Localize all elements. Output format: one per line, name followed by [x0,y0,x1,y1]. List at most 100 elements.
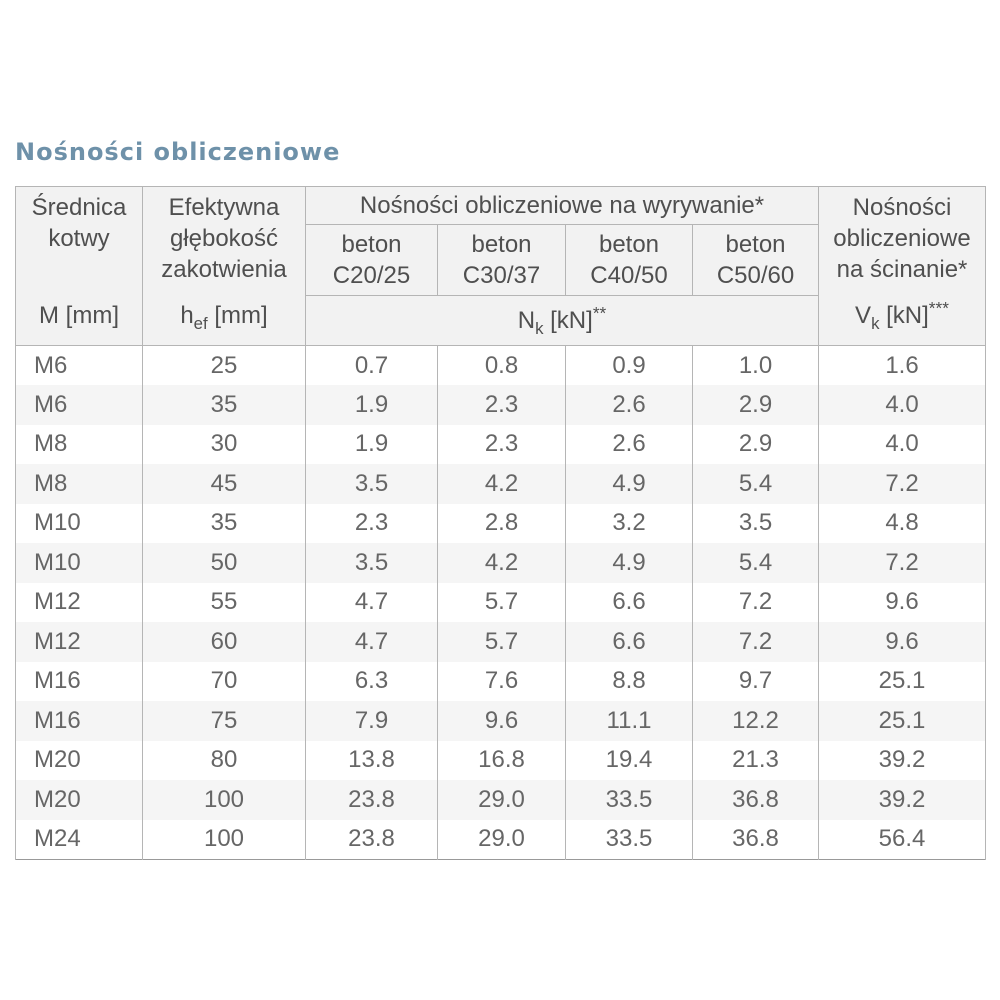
cell-pullout-capacity: 0.9 [565,345,693,385]
cell-embedment-depth: 70 [142,661,306,701]
cell-pullout-capacity: 4.9 [565,543,693,583]
page-title: Nośności obliczeniowe [15,138,341,166]
vk-unit-rest: [kN] [879,302,929,329]
cell-embedment-depth: 50 [142,543,306,583]
cell-pullout-capacity: 23.8 [305,780,438,820]
concrete-class-label: beton C20/25 [332,231,411,289]
cell-pullout-capacity: 6.3 [305,661,438,701]
anchor-diameter-unit: M [mm] [39,302,119,329]
col-header-concrete-c30-37: beton C30/37 [437,224,566,296]
cell-anchor-size: M10 [15,543,143,583]
cell-shear-capacity: 39.2 [818,740,987,780]
col-header-nk-unit: Nk [kN]** [304,295,820,346]
cell-pullout-capacity: 2.3 [437,385,566,425]
table-row: M12 60 4.7 5.7 6.6 7.2 9.6 [15,622,987,662]
cell-anchor-size: M12 [15,582,143,622]
table-row: M16 75 7.9 9.6 11.1 12.2 25.1 [15,701,987,741]
cell-embedment-depth: 75 [142,701,306,741]
table-row: M8 45 3.5 4.2 4.9 5.4 7.2 [15,464,987,504]
cell-pullout-capacity: 2.3 [305,503,438,543]
cell-shear-capacity: 9.6 [818,582,987,622]
vk-subscript: k [871,313,880,333]
cell-embedment-depth: 30 [142,424,306,464]
cell-pullout-capacity: 29.0 [437,780,566,820]
concrete-class-label: beton C50/60 [716,231,795,289]
cell-shear-capacity: 56.4 [818,819,987,859]
table-row: M10 50 3.5 4.2 4.9 5.4 7.2 [15,543,987,583]
col-header-pullout-capacity: Nośności obliczeniowe na wyrywanie* [304,186,820,225]
cell-pullout-capacity: 7.2 [691,622,820,662]
header-row-2: beton C20/25 beton C30/37 beton C40/50 b… [16,224,986,296]
table-row: M20 100 23.8 29.0 33.5 36.8 39.2 [15,780,987,820]
nk-symbol: N [517,307,536,334]
concrete-class-label: beton C40/50 [590,231,668,289]
cell-anchor-size: M20 [15,740,143,780]
vk-footnote-stars: *** [928,298,949,318]
cell-embedment-depth: 100 [142,780,306,820]
vk-symbol: V [855,302,872,329]
cell-shear-capacity: 25.1 [818,661,987,701]
cell-pullout-capacity: 7.9 [305,701,438,741]
cell-embedment-depth: 100 [142,819,306,859]
anchor-diameter-label: Średnica kotwy [31,194,127,252]
cell-pullout-capacity: 23.8 [305,819,438,859]
cell-pullout-capacity: 1.0 [691,345,820,385]
cell-pullout-capacity: 19.4 [565,740,693,780]
shear-capacity-cell-content: Nośności obliczeniowe na ścinanie* Vk [k… [820,188,984,341]
cell-shear-capacity: 4.8 [818,503,987,543]
cell-embedment-depth: 60 [142,622,306,662]
cell-pullout-capacity: 6.6 [565,582,693,622]
table-row: M10 35 2.3 2.8 3.2 3.5 4.8 [15,503,987,543]
cell-pullout-capacity: 2.9 [691,424,820,464]
cell-pullout-capacity: 4.2 [437,464,566,504]
cell-anchor-size: M6 [15,385,143,425]
cell-shear-capacity: 25.1 [818,701,987,741]
cell-shear-capacity: 1.6 [818,345,987,385]
cell-pullout-capacity: 4.7 [305,582,438,622]
cell-anchor-size: M16 [15,701,143,741]
cell-pullout-capacity: 3.5 [305,543,438,583]
nk-footnote-stars: ** [592,303,607,323]
cell-pullout-capacity: 4.9 [565,464,693,504]
table-row: M12 55 4.7 5.7 6.6 7.2 9.6 [15,582,987,622]
shear-capacity-label: Nośności obliczeniowe na ścinanie* [833,194,971,283]
cell-pullout-capacity: 8.8 [565,661,693,701]
cell-pullout-capacity: 2.8 [437,503,566,543]
cell-pullout-capacity: 5.4 [691,464,820,504]
col-header-concrete-c50-60: beton C50/60 [691,224,820,296]
cell-pullout-capacity: 13.8 [305,740,438,780]
cell-pullout-capacity: 7.6 [437,661,566,701]
cell-embedment-depth: 35 [142,385,306,425]
cell-embedment-depth: 45 [142,464,306,504]
cell-pullout-capacity: 2.6 [565,385,693,425]
cell-pullout-capacity: 1.9 [305,385,438,425]
cell-pullout-capacity: 2.9 [691,385,820,425]
table-row: M24 100 23.8 29.0 33.5 36.8 56.4 [15,819,987,859]
cell-pullout-capacity: 2.3 [437,424,566,464]
table-row: M16 70 6.3 7.6 8.8 9.7 25.1 [15,661,987,701]
table-body: M6 25 0.7 0.8 0.9 1.0 1.6 M6 35 1.9 2.3 2.6 2.9 4.0 M8… [15,345,987,859]
cell-anchor-size: M12 [15,622,143,662]
col-header-concrete-c20-25: beton C20/25 [305,224,438,296]
embedment-depth-unit: hef [mm] [180,300,267,333]
table-row: M6 35 1.9 2.3 2.6 2.9 4.0 [15,385,987,425]
cell-pullout-capacity: 5.7 [437,582,566,622]
hef-subscript: ef [193,313,208,333]
cell-pullout-capacity: 9.6 [437,701,566,741]
cell-embedment-depth: 25 [142,345,306,385]
table-row: M6 25 0.7 0.8 0.9 1.0 1.6 [15,345,987,385]
cell-embedment-depth: 35 [142,503,306,543]
embedment-depth-cell-content: Efektywna głębokość zakotwienia hef [mm] [144,188,304,341]
cell-shear-capacity: 39.2 [818,780,987,820]
cell-embedment-depth: 55 [142,582,306,622]
cell-anchor-size: M8 [15,424,143,464]
cell-anchor-size: M16 [15,661,143,701]
cell-anchor-size: M20 [15,780,143,820]
cell-anchor-size: M24 [15,819,143,859]
nk-unit: Nk [kN]** [517,304,607,336]
cell-pullout-capacity: 36.8 [691,780,820,820]
cell-anchor-size: M8 [15,464,143,504]
cell-pullout-capacity: 6.6 [565,622,693,662]
cell-shear-capacity: 4.0 [818,385,987,425]
